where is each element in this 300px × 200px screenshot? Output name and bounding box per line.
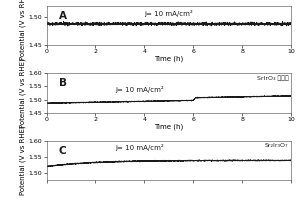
X-axis label: Time (h): Time (h) (154, 123, 183, 130)
Text: SrIrO₃ 正之前: SrIrO₃ 正之前 (257, 75, 289, 81)
Y-axis label: Potential (V vs RHE): Potential (V vs RHE) (19, 0, 26, 60)
Text: j= 10 mA/cm²: j= 10 mA/cm² (144, 10, 193, 17)
Text: Sr₂Ir₃O₇: Sr₂Ir₃O₇ (265, 143, 289, 148)
Text: j= 10 mA/cm²: j= 10 mA/cm² (115, 144, 164, 151)
Text: A: A (59, 11, 67, 21)
Y-axis label: Potential (V vs RHE): Potential (V vs RHE) (20, 126, 26, 195)
Y-axis label: Potential (V vs RHE): Potential (V vs RHE) (19, 58, 26, 128)
Text: B: B (59, 78, 67, 88)
Text: C: C (59, 146, 66, 156)
Text: j= 10 mA/cm²: j= 10 mA/cm² (115, 86, 164, 93)
X-axis label: Time (h): Time (h) (154, 56, 183, 62)
